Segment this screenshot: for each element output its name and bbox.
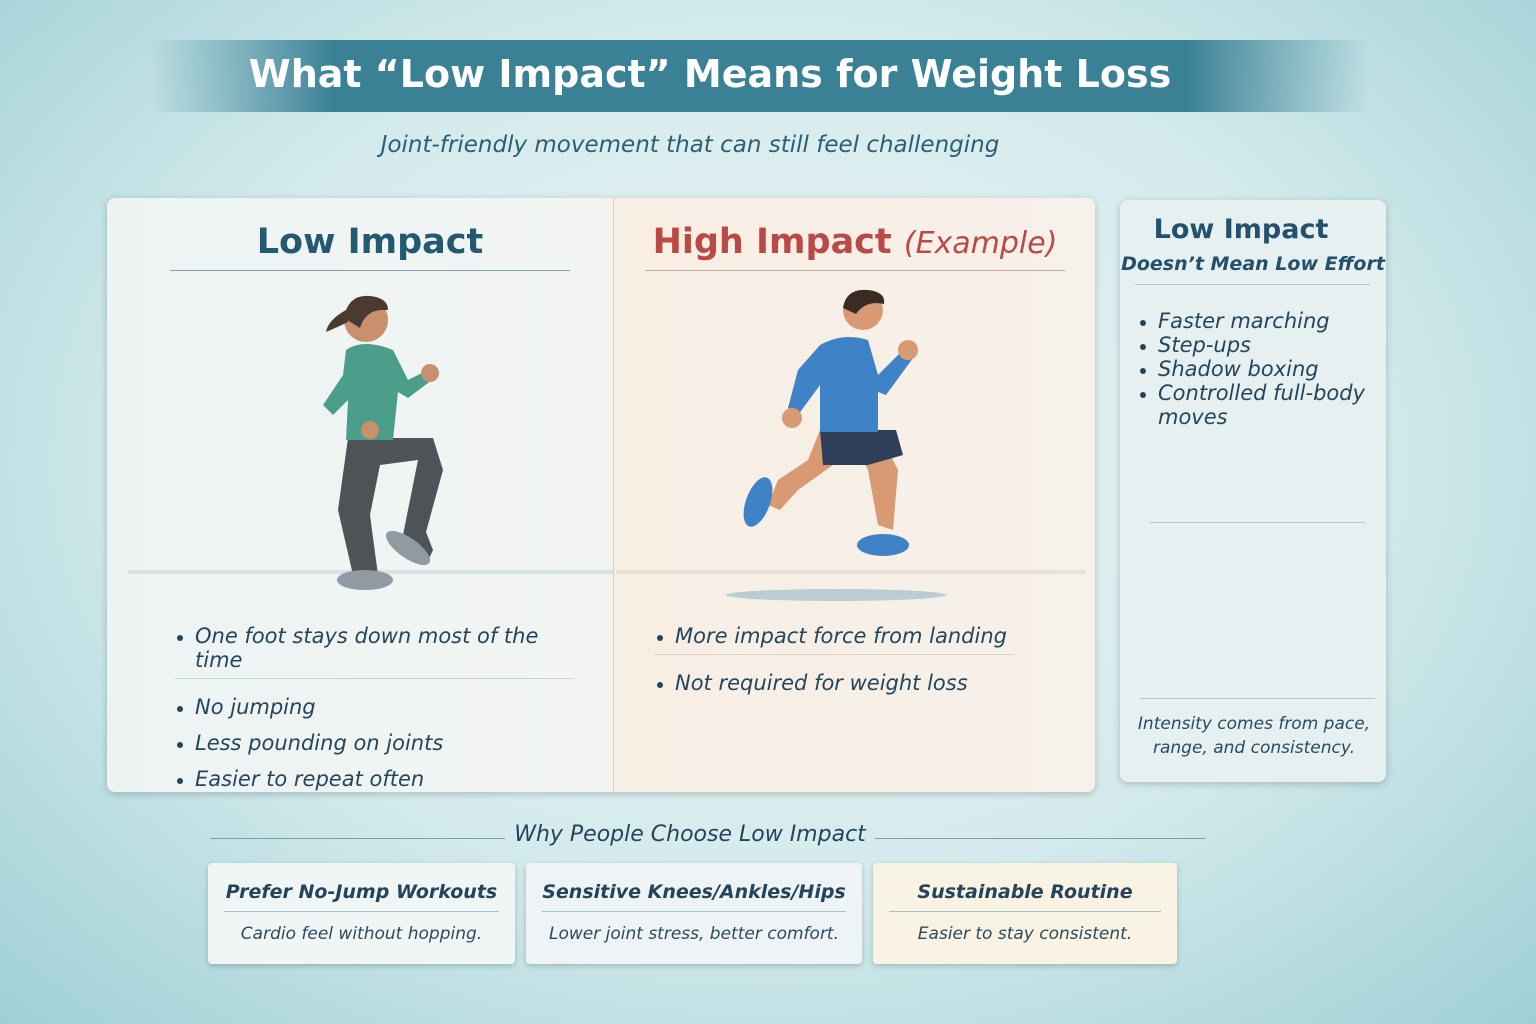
bullet: Easier to repeat often (175, 767, 575, 791)
item: Controlled full-body moves (1138, 381, 1368, 429)
high-title: High Impact (Example) (640, 222, 1070, 262)
shadow (726, 589, 946, 601)
rule (1135, 284, 1370, 285)
rule (210, 838, 505, 839)
sidebar (1120, 200, 1386, 782)
sidebar-footer: Intensity comes from pace, range, and co… (1137, 714, 1371, 758)
low-title: Low Impact (256, 222, 484, 262)
card-title: Sustainable Routine (917, 881, 1133, 903)
divider (613, 198, 614, 792)
bullet: No jumping (175, 695, 575, 719)
reasons-heading: Why People Choose Low Impact (514, 822, 866, 847)
card-title: Prefer No-Jump Workouts (225, 881, 498, 903)
reason-card: Prefer No-Jump Workouts Cardio feel with… (208, 863, 515, 964)
low-bullets: One foot stays down most of the time No … (175, 624, 575, 791)
rule (1140, 698, 1375, 699)
subtitle: Joint-friendly movement that can still f… (380, 132, 1000, 158)
bullet: Not required for weight loss (655, 671, 1015, 695)
title: What “Low Impact” Means for Weight Loss (248, 52, 1172, 96)
high-note: (Example) (903, 226, 1058, 261)
rule (645, 270, 1065, 271)
rule (1150, 522, 1365, 523)
item: Faster marching (1138, 309, 1368, 333)
card-text: Lower joint stress, better comfort. (549, 924, 839, 944)
card-text: Easier to stay consistent. (917, 924, 1133, 944)
comparison-panel (107, 198, 1095, 792)
illustrations (128, 289, 1086, 601)
woman-figure (323, 295, 443, 590)
title-band (150, 40, 1370, 112)
rule (875, 838, 1205, 839)
rule (170, 270, 570, 271)
bullet: One foot stays down most of the time (175, 624, 575, 679)
item: Shadow boxing (1138, 357, 1368, 381)
floor (616, 570, 1086, 574)
high-title-text: High Impact (652, 222, 892, 262)
sidebar-title: Low Impact (1153, 214, 1329, 245)
sidebar-subtitle: Doesn’t Mean Low Effort (1121, 253, 1385, 275)
reason-card: Sensitive Knees/Ankles/Hips Lower joint … (526, 863, 862, 964)
sidebar-items: Faster marching Step-ups Shadow boxing C… (1138, 309, 1368, 429)
item: Step-ups (1138, 333, 1368, 357)
high-bullets: More impact force from landing Not requi… (655, 624, 1015, 695)
man-figure (743, 289, 918, 556)
reason-card: Sustainable Routine Easier to stay consi… (873, 863, 1177, 964)
card-text: Cardio feel without hopping. (240, 924, 483, 944)
card-title: Sensitive Knees/Ankles/Hips (542, 881, 846, 903)
bullet: More impact force from landing (655, 624, 1015, 655)
bullet: Less pounding on joints (175, 731, 575, 755)
